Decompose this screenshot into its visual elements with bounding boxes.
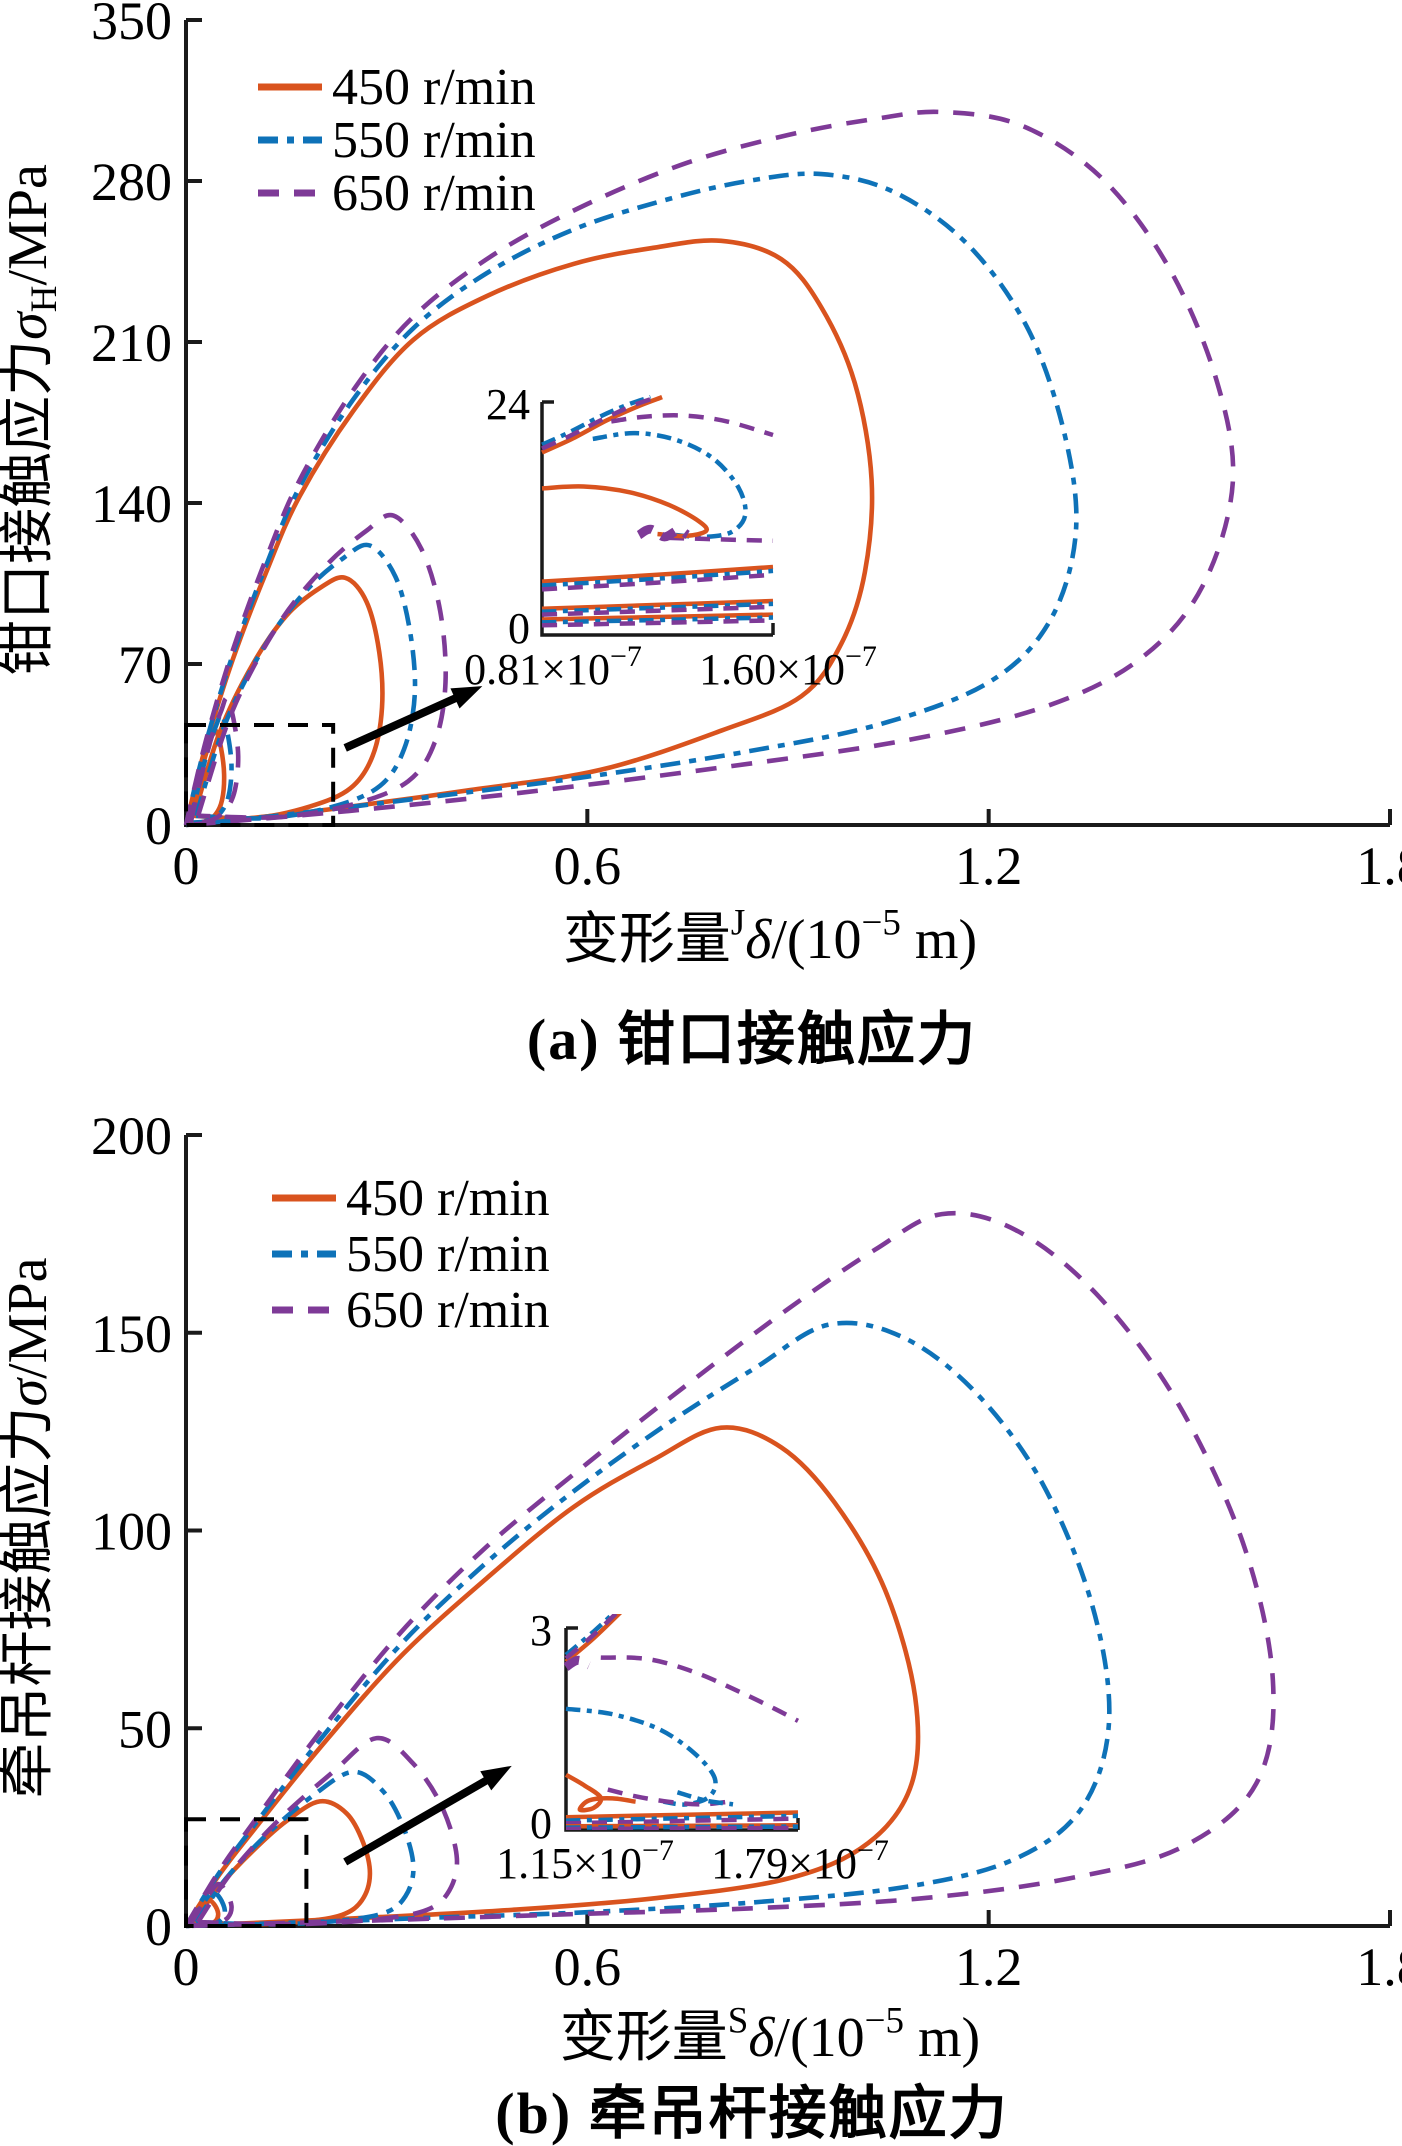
caption-panel-b: (b) 牵吊杆接触应力 [495, 2081, 1009, 2146]
y-tick-label: 100 [91, 1502, 172, 1562]
y-tick-label: 200 [91, 1106, 172, 1166]
inset-curve [600, 1655, 800, 1723]
inset-panel-a: 0 24 0.81×10−7 1.60×10−7 [464, 380, 877, 694]
inset-curve [541, 568, 774, 588]
series-550-loop-small [187, 712, 234, 825]
inset-x-tick-label: 1.15×10−7 [496, 1834, 674, 1888]
inset-curve [564, 1772, 636, 1813]
inset-curves [541, 394, 774, 628]
y-tick-label: 280 [91, 152, 172, 212]
inset-curve [541, 615, 774, 625]
inset-curve [541, 394, 659, 451]
series-550-loop-medium [194, 1769, 416, 1927]
inset-y-tick-label: 3 [530, 1606, 552, 1655]
y-tick-label: 70 [118, 635, 172, 695]
inset-panel-b: 0 3 1.15×10−7 1.79×10−7 [496, 1606, 889, 1888]
chart-panel-a: 0 0.6 1.2 1.8 0 70 140 210 280 350 钳口接触应力σH/MPa 变形量… [0, 0, 1402, 971]
series-450-loop-large [183, 238, 875, 828]
inset-curve [541, 484, 709, 539]
inset-curve [592, 430, 748, 540]
caption-panel-a: (a) 钳口接触应力 [526, 1007, 978, 1072]
y-tick-label: 0 [145, 1897, 172, 1957]
x-tick-label: 1.2 [955, 836, 1023, 896]
chart-panel-b: 0 0.6 1.2 1.8 0 50 100 150 200 牵吊杆接触应力σ/MPa 变形量Sδ/… [0, 1106, 1402, 2069]
inset-curves [564, 1614, 800, 1830]
y-tick-label: 350 [91, 0, 172, 51]
inset-background [540, 388, 779, 637]
y-tick-label: 150 [91, 1304, 172, 1364]
legend-label-450: 450 r/min [332, 59, 536, 116]
inset-curve [564, 1655, 592, 1671]
zoom-arrow [343, 689, 468, 752]
x-tick-label: 1.2 [955, 1937, 1023, 1997]
inset-curve [610, 413, 774, 438]
series-550-loop-large [183, 171, 1079, 828]
inset-curve [541, 572, 774, 592]
inset-curve [676, 1790, 734, 1807]
series-650-loop-medium [195, 512, 448, 820]
inset-x-tick-label: 0.81×10−7 [464, 640, 642, 694]
inset-curve [565, 1813, 799, 1823]
x-tick-label: 0 [173, 1937, 200, 1997]
legend-label-650: 650 r/min [346, 1282, 550, 1339]
inset-x-tick-label: 1.79×10−7 [711, 1834, 889, 1888]
inset-x-tick-label: 1.60×10−7 [699, 640, 877, 694]
inset-curve [565, 1825, 799, 1830]
inset-axis-lines [564, 1628, 798, 1832]
series-550-loop-small [187, 1889, 228, 1928]
zoom-region-box [184, 722, 336, 828]
zoom-arrow-head [480, 1765, 512, 1791]
inset-curve [541, 604, 774, 617]
inset-curve [668, 535, 774, 544]
legend-label-550: 550 r/min [346, 1226, 550, 1283]
legend-label-450: 450 r/min [346, 1170, 550, 1227]
y-axis-label: 钳口接触应力σH/MPa [0, 164, 65, 676]
inset-curve [564, 1614, 617, 1657]
series-650-loop-medium [196, 1735, 460, 1927]
inset-y-tick-label: 24 [486, 380, 530, 429]
inset-y-tick-label: 0 [508, 604, 530, 653]
inset-curve [564, 1614, 623, 1664]
y-tick-label: 210 [91, 313, 172, 373]
inset-curve [565, 1816, 799, 1826]
inset-y-tick-label: 0 [530, 1799, 552, 1848]
x-tick-label: 1.8 [1356, 1937, 1402, 1997]
y-tick-label: 140 [91, 474, 172, 534]
series-550-loop-large [184, 1320, 1112, 1929]
inset-curve [541, 601, 774, 614]
x-tick-label: 0.6 [554, 1937, 622, 1997]
inset-curve [541, 612, 774, 622]
y-tick-label: 50 [118, 1699, 172, 1759]
series-650-loop-large [184, 1210, 1276, 1929]
legend-label-550: 550 r/min [332, 112, 536, 169]
inset-curve [636, 524, 691, 542]
inset-axis-lines [540, 402, 773, 637]
x-axis-label: 变形量Jδ/(10−5 m) [563, 903, 977, 972]
series-650-loop-small [188, 695, 241, 825]
x-tick-label: 1.8 [1356, 836, 1402, 896]
legend-label-650: 650 r/min [332, 165, 536, 222]
inset-curve [541, 598, 774, 612]
x-tick-label: 0.6 [554, 836, 622, 896]
y-axis-label: 牵吊杆接触应力σ/MPa [0, 1257, 59, 1798]
zoom-arrow-head [450, 686, 483, 709]
y-tick-label: 0 [145, 796, 172, 856]
series-450-loop-large [184, 1425, 921, 1929]
inset-curve [565, 1810, 799, 1820]
inset-curve [541, 618, 774, 628]
inset-curve [564, 1614, 619, 1661]
zoom-region-box [184, 1817, 309, 1928]
zoom-arrow [343, 1771, 499, 1866]
inset-curve [541, 564, 774, 584]
x-tick-label: 0 [173, 836, 200, 896]
x-axis-label: 变形量Sδ/(10−5 m) [560, 2001, 980, 2070]
inset-curve [607, 1787, 729, 1807]
inset-curve [541, 394, 652, 447]
